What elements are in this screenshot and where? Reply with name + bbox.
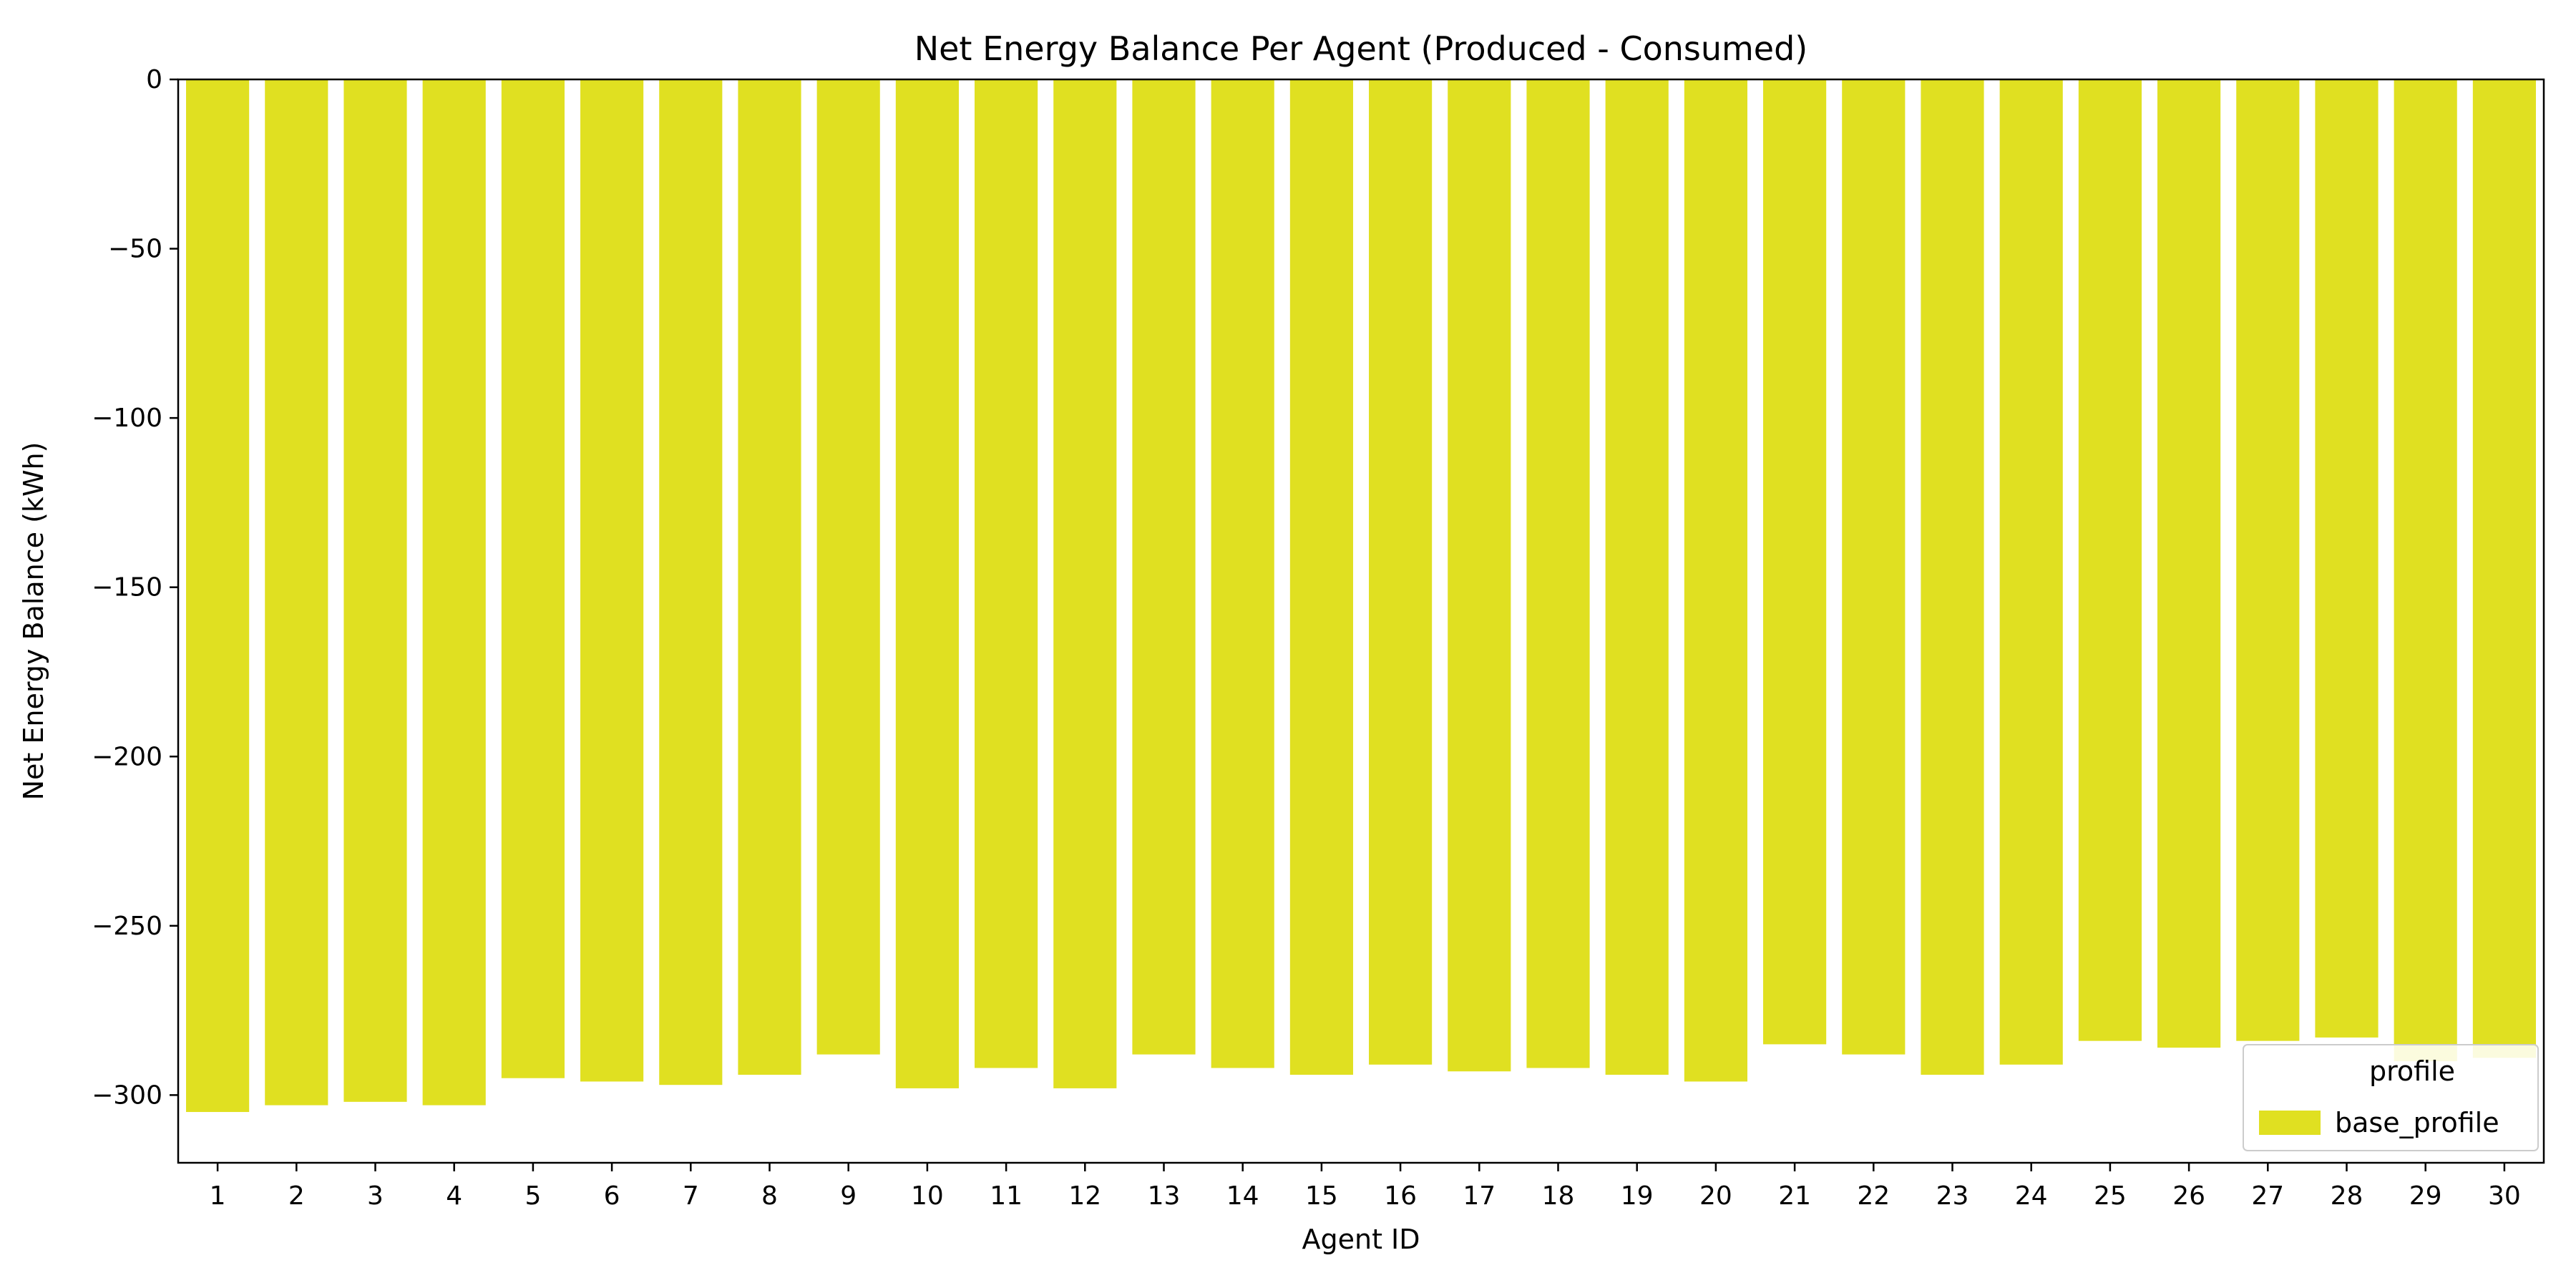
x-tick-label: 18 xyxy=(1542,1181,1575,1211)
bar-agent-19 xyxy=(1605,79,1669,1075)
bar-agent-16 xyxy=(1369,79,1433,1065)
x-tick-label: 5 xyxy=(525,1181,541,1211)
bar-agent-29 xyxy=(2394,79,2457,1062)
x-tick-label: 27 xyxy=(2251,1181,2284,1211)
x-tick-label: 22 xyxy=(1857,1181,1890,1211)
x-axis: 1 2 3 4 5 6 7 8 9 10 11 12 13 14 15 16 17 18 19 20 21 22 23 24 2… xyxy=(210,1163,2521,1211)
x-tick-label: 17 xyxy=(1463,1181,1496,1211)
bar-agent-8 xyxy=(738,79,801,1075)
bar-agent-15 xyxy=(1289,79,1353,1075)
bar-agent-25 xyxy=(2078,79,2142,1041)
bars-layer xyxy=(178,79,2544,1113)
legend-title: profile xyxy=(2369,1055,2455,1087)
y-axis: 0 −50 −100 −150 −200 −250 −300 xyxy=(92,65,178,1110)
bar-agent-1 xyxy=(186,79,250,1113)
bar-agent-5 xyxy=(501,79,565,1078)
bar-agent-27 xyxy=(2236,79,2300,1041)
bar-agent-2 xyxy=(265,79,328,1106)
x-tick-label: 29 xyxy=(2409,1181,2442,1211)
bar-agent-18 xyxy=(1526,79,1590,1068)
x-tick-label: 3 xyxy=(367,1181,384,1211)
bar-agent-6 xyxy=(580,79,644,1082)
x-tick-label: 2 xyxy=(288,1181,305,1211)
y-tick-label: 0 xyxy=(146,65,162,94)
x-tick-label: 24 xyxy=(2015,1181,2048,1211)
x-tick-label: 21 xyxy=(1778,1181,1811,1211)
x-tick-label: 14 xyxy=(1226,1181,1259,1211)
bar-agent-14 xyxy=(1211,79,1274,1068)
x-tick-label: 8 xyxy=(761,1181,778,1211)
y-tick-label: −150 xyxy=(92,573,162,602)
x-tick-label: 6 xyxy=(604,1181,620,1211)
y-tick-label: −100 xyxy=(92,404,162,433)
y-tick-label: −300 xyxy=(92,1080,162,1110)
x-tick-label: 10 xyxy=(911,1181,944,1211)
x-tick-label: 20 xyxy=(1699,1181,1732,1211)
y-axis-title: Net Energy Balance (kWh) xyxy=(18,442,49,801)
plot-frame xyxy=(177,78,2545,1164)
bar-agent-22 xyxy=(1842,79,1906,1055)
x-tick-label: 4 xyxy=(446,1181,462,1211)
x-tick-label: 19 xyxy=(1621,1181,1654,1211)
x-tick-label: 15 xyxy=(1305,1181,1338,1211)
y-tick-label: −200 xyxy=(92,742,162,771)
bar-agent-26 xyxy=(2157,79,2221,1048)
x-tick-label: 25 xyxy=(2094,1181,2127,1211)
bar-agent-7 xyxy=(659,79,723,1085)
legend-label: base_profile xyxy=(2335,1107,2499,1138)
x-tick-label: 12 xyxy=(1068,1181,1101,1211)
y-tick-label: −50 xyxy=(108,235,162,264)
x-tick-label: 7 xyxy=(683,1181,699,1211)
x-tick-label: 1 xyxy=(210,1181,226,1211)
x-axis-title: Agent ID xyxy=(1302,1224,1420,1255)
bar-agent-3 xyxy=(343,79,407,1102)
bar-agent-23 xyxy=(1921,79,1984,1075)
y-tick-label: −250 xyxy=(92,912,162,941)
bar-agent-17 xyxy=(1448,79,1511,1072)
legend: profile base_profile xyxy=(2243,1044,2539,1151)
bar-agent-21 xyxy=(1763,79,1827,1045)
chart-title: Net Energy Balance Per Agent (Produced -… xyxy=(914,29,1808,68)
bar-agent-28 xyxy=(2315,79,2379,1038)
bar-agent-24 xyxy=(1999,79,2063,1065)
x-tick-label: 23 xyxy=(1936,1181,1969,1211)
x-tick-label: 28 xyxy=(2331,1181,2363,1211)
x-tick-label: 9 xyxy=(840,1181,857,1211)
bar-agent-30 xyxy=(2472,79,2536,1058)
bar-agent-13 xyxy=(1132,79,1196,1055)
x-tick-label: 16 xyxy=(1384,1181,1417,1211)
x-tick-label: 11 xyxy=(990,1181,1023,1211)
bar-agent-20 xyxy=(1684,79,1747,1082)
bar-agent-10 xyxy=(895,79,959,1088)
bar-agent-11 xyxy=(975,79,1038,1068)
bar-agent-9 xyxy=(816,79,880,1055)
x-tick-label: 30 xyxy=(2488,1181,2521,1211)
bar-agent-12 xyxy=(1053,79,1117,1088)
bar-agent-4 xyxy=(422,79,486,1106)
x-tick-label: 26 xyxy=(2172,1181,2205,1211)
x-tick-label: 13 xyxy=(1148,1181,1181,1211)
legend-swatch xyxy=(2259,1111,2321,1135)
